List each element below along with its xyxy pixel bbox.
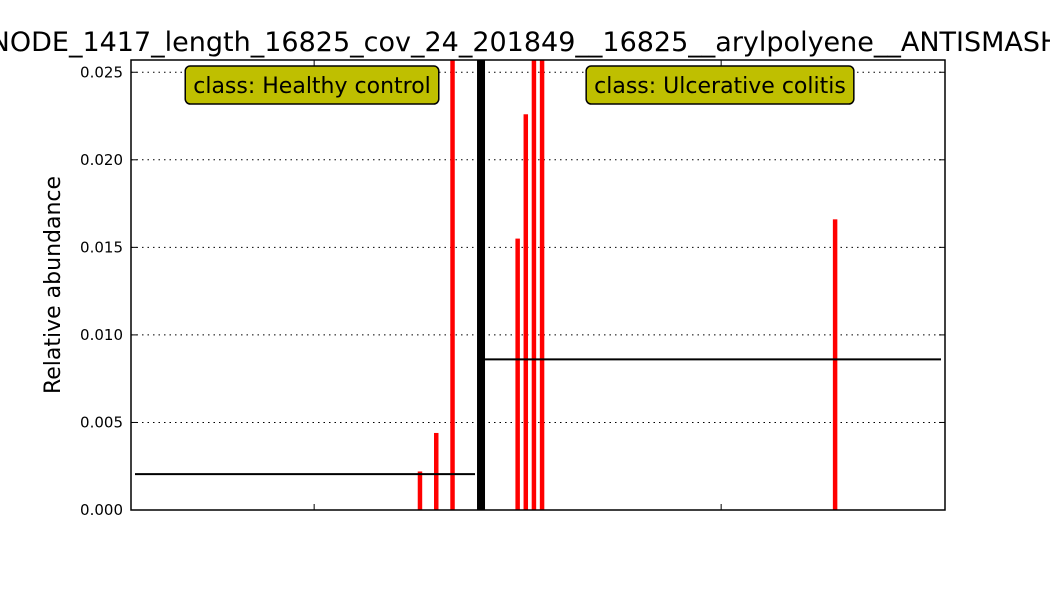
chart-title: NODE_1417_length_16825_cov_24_201849__16… bbox=[0, 27, 1050, 58]
bar bbox=[531, 60, 537, 510]
bar bbox=[450, 60, 455, 510]
bar bbox=[539, 60, 545, 510]
lines-layer bbox=[135, 60, 941, 510]
bars-layer bbox=[417, 60, 838, 511]
class-labels-layer: class: Healthy control class: Ulcerative … bbox=[184, 65, 855, 105]
y-tick-label: 0.020 bbox=[80, 151, 123, 169]
class-divider bbox=[477, 60, 486, 510]
y-tick-label: 0.025 bbox=[80, 63, 123, 81]
class-label: class: Healthy control bbox=[193, 74, 431, 99]
bar bbox=[417, 471, 423, 510]
bar bbox=[515, 238, 520, 510]
y-tick-label: 0.000 bbox=[80, 501, 123, 519]
ticks-layer: 0.000 0.005 0.010 0.015 0.020 0.025 bbox=[80, 60, 945, 519]
y-tick-label: 0.015 bbox=[80, 238, 123, 256]
y-tick-label: 0.010 bbox=[80, 326, 123, 344]
class-label-box bbox=[585, 65, 855, 105]
plot-frame bbox=[130, 59, 946, 511]
y-tick-label: 0.005 bbox=[80, 413, 123, 431]
bar bbox=[832, 219, 838, 511]
y-axis-label: Relative abundance bbox=[41, 176, 66, 394]
bar bbox=[523, 114, 529, 511]
grid-layer bbox=[131, 71, 945, 423]
class-label: class: Ulcerative colitis bbox=[594, 74, 846, 99]
bar bbox=[434, 432, 439, 510]
class-label-box bbox=[184, 65, 440, 105]
